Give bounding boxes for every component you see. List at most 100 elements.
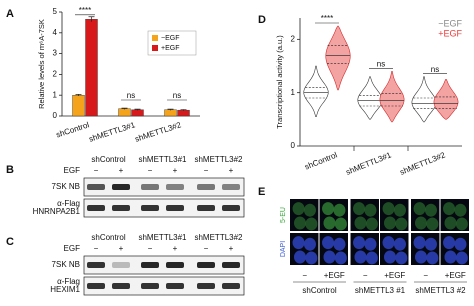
column-label: shControl <box>91 155 125 164</box>
column-label: shMETTL3#1 <box>138 155 187 164</box>
blot-band <box>141 262 159 268</box>
blot-band <box>87 184 105 190</box>
nucleus <box>413 202 426 216</box>
significance: ns <box>431 65 439 74</box>
row-label: DAPI <box>280 241 287 257</box>
nucleus <box>364 237 377 251</box>
significance: **** <box>79 6 91 15</box>
y-tick-label: 4 <box>53 28 58 37</box>
lane-label: − <box>363 271 368 280</box>
nucleus <box>293 216 306 230</box>
x-tick-label: shControl <box>303 150 338 171</box>
bar <box>164 109 177 117</box>
bar <box>72 94 85 117</box>
row-label: 7SK NB <box>52 182 80 191</box>
nucleus <box>323 216 336 230</box>
row-label: α-Flag <box>57 199 80 208</box>
nucleus <box>333 237 346 251</box>
group-label: shMETTL3 #1 <box>355 286 406 295</box>
nucleus <box>454 203 467 217</box>
treatment-label: EGF <box>64 166 81 175</box>
legend-swatch <box>152 45 158 51</box>
nucleus <box>424 203 437 217</box>
row-label: HNRNPA2B1 <box>33 207 81 216</box>
row-label: α-Flag <box>57 277 80 286</box>
lane-label: + <box>229 244 234 253</box>
lane-label: + <box>119 166 124 175</box>
blot-band <box>87 283 105 289</box>
lane-label: − <box>94 244 99 253</box>
blot-band <box>141 283 159 289</box>
nucleus <box>395 251 408 265</box>
blot-band <box>87 262 105 268</box>
nucleus <box>303 237 316 251</box>
y-tick-label: 0 <box>53 111 58 120</box>
violin <box>433 79 459 120</box>
x-tick-label: shMETTL3#2 <box>399 150 447 177</box>
legend-swatch <box>152 35 158 41</box>
nucleus <box>353 202 366 216</box>
error-bar <box>121 107 128 110</box>
nucleus <box>383 216 396 230</box>
significance: ns <box>377 59 385 68</box>
error-bar <box>167 108 174 111</box>
blot-band <box>87 205 105 211</box>
blot-strip <box>83 276 245 296</box>
blot-band <box>112 283 130 289</box>
row-label: 7SK NB <box>52 260 80 269</box>
error-bar <box>75 94 82 97</box>
nucleus <box>414 250 427 264</box>
lane-label: − <box>94 166 99 175</box>
lane-label: − <box>148 166 153 175</box>
x-tick-label: shMETTL3#1 <box>88 120 137 144</box>
blot-band <box>166 184 184 190</box>
nucleus <box>334 251 347 265</box>
legend-label: +EGF <box>161 45 179 52</box>
y-axis-label: Relative levels of m⁶A-7SK <box>37 19 46 109</box>
lane-label: + <box>119 244 124 253</box>
blot-strip <box>83 177 245 197</box>
bar <box>118 108 131 117</box>
blot-band <box>166 283 184 289</box>
nucleus <box>426 217 439 231</box>
blot-band <box>141 205 159 211</box>
blot-band <box>166 205 184 211</box>
violin <box>379 71 405 123</box>
nucleus <box>293 250 306 264</box>
lane-label: − <box>148 244 153 253</box>
nucleus <box>365 251 378 265</box>
violin <box>325 25 351 91</box>
nucleus <box>424 237 437 251</box>
nucleus <box>455 217 468 231</box>
blot-band <box>141 184 159 190</box>
nucleus <box>292 236 305 250</box>
y-tick-label: 3 <box>53 49 58 58</box>
bar <box>131 109 144 117</box>
lane-label: − <box>423 271 428 280</box>
blot-strip <box>83 198 245 218</box>
blot-band <box>197 205 215 211</box>
column-label: shControl <box>91 233 125 242</box>
nucleus <box>393 237 406 251</box>
lane-label: + <box>173 244 178 253</box>
nucleus <box>323 250 336 264</box>
y-tick-label: 5 <box>53 7 58 16</box>
lane-label: +EGF <box>384 271 405 280</box>
blot-band <box>197 262 215 268</box>
nucleus <box>292 202 305 216</box>
column-label: shMETTL3#2 <box>194 155 243 164</box>
nucleus <box>443 202 456 216</box>
error-bar <box>134 108 141 111</box>
blot-band <box>166 262 184 268</box>
panel-label: B <box>6 164 14 176</box>
column-label: shMETTL3#1 <box>138 233 187 242</box>
row-label: HEXIM1 <box>50 285 80 294</box>
nucleus <box>305 251 318 265</box>
blot-band <box>222 184 240 190</box>
blot-band <box>112 184 130 190</box>
nucleus <box>354 250 367 264</box>
nucleus <box>426 251 439 265</box>
nucleus <box>322 202 335 216</box>
y-tick-label: 1 <box>291 88 296 97</box>
